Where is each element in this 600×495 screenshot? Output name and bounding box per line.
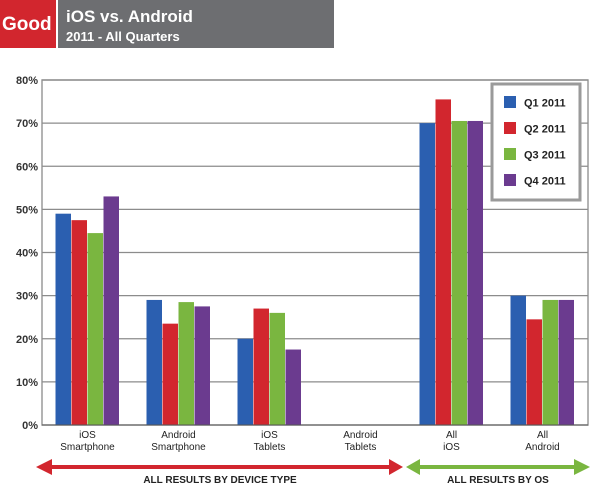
y-tick-label: 20% (16, 334, 38, 346)
header: Good iOS vs. Android 2011 - All Quarters (0, 0, 334, 48)
legend-label: Q2 2011 (524, 124, 566, 136)
bar (542, 299, 558, 425)
bar (558, 299, 574, 425)
gridlines (42, 79, 588, 383)
bar (87, 233, 103, 425)
legend: Q1 2011 Q2 2011 Q3 2011 Q4 2011 (490, 82, 582, 202)
title-bar (58, 0, 334, 48)
legend-swatch (504, 174, 516, 186)
x-tick-label: iOS Tablets (254, 430, 286, 453)
bar (419, 123, 435, 425)
y-tick-label: 60% (16, 161, 38, 173)
bar (269, 312, 285, 425)
bar (435, 99, 451, 425)
os-label: ALL RESULTS BY OS (447, 475, 549, 486)
x-tick-label: All iOS (443, 430, 460, 453)
bar (451, 120, 467, 425)
legend-label: Q1 2011 (524, 98, 566, 110)
device-type-arrow-right-head (389, 459, 403, 475)
legend-label: Q3 2011 (524, 150, 566, 162)
y-tick-label: 10% (16, 377, 38, 389)
bar (467, 120, 483, 425)
x-tick-label: Android Tablets (343, 430, 377, 453)
x-tick-label: Android Smartphone (151, 430, 206, 453)
bar (55, 213, 71, 425)
bar (526, 319, 542, 425)
bar (285, 349, 301, 425)
bar (146, 299, 162, 425)
os-arrow-right-head (574, 459, 590, 475)
os-arrow-left-head (406, 459, 420, 475)
y-tick-label: 30% (16, 291, 38, 303)
bar (103, 196, 119, 425)
chart-subtitle: 2011 - All Quarters (66, 29, 180, 44)
legend-label: Q4 2011 (524, 176, 566, 188)
chart-title: iOS vs. Android (66, 7, 193, 26)
bar (510, 295, 526, 425)
logo: Good (2, 14, 52, 35)
legend-swatch (504, 148, 516, 160)
bar (71, 220, 87, 425)
x-tick-label: All Android (525, 430, 559, 453)
bars (55, 99, 574, 425)
bar (253, 308, 269, 425)
y-tick-label: 50% (16, 204, 38, 216)
y-tick-label: 80% (16, 75, 38, 87)
device-type-label: ALL RESULTS BY DEVICE TYPE (143, 475, 297, 486)
bar (178, 302, 194, 425)
x-tick-label: iOS Smartphone (60, 430, 115, 453)
bar (237, 338, 253, 425)
bar (194, 306, 210, 425)
logo-box (0, 0, 56, 48)
y-tick-label: 40% (16, 248, 38, 260)
group-arrows: ALL RESULTS BY DEVICE TYPE ALL RESULTS B… (36, 459, 590, 486)
legend-swatch (504, 122, 516, 134)
y-tick-label: 70% (16, 118, 38, 130)
os-arrow: ALL RESULTS BY OS (406, 459, 590, 486)
legend-swatch (504, 96, 516, 108)
y-axis: 0% 10% 20% 30% 40% 50% 60% 70% 80% (16, 75, 38, 432)
device-type-arrow: ALL RESULTS BY DEVICE TYPE (36, 459, 403, 486)
y-tick-label: 0% (22, 420, 38, 432)
bar (162, 323, 178, 425)
x-axis: iOS Smartphone Android Smartphone iOS Tablets… (60, 430, 559, 453)
device-type-arrow-left-head (36, 459, 52, 475)
